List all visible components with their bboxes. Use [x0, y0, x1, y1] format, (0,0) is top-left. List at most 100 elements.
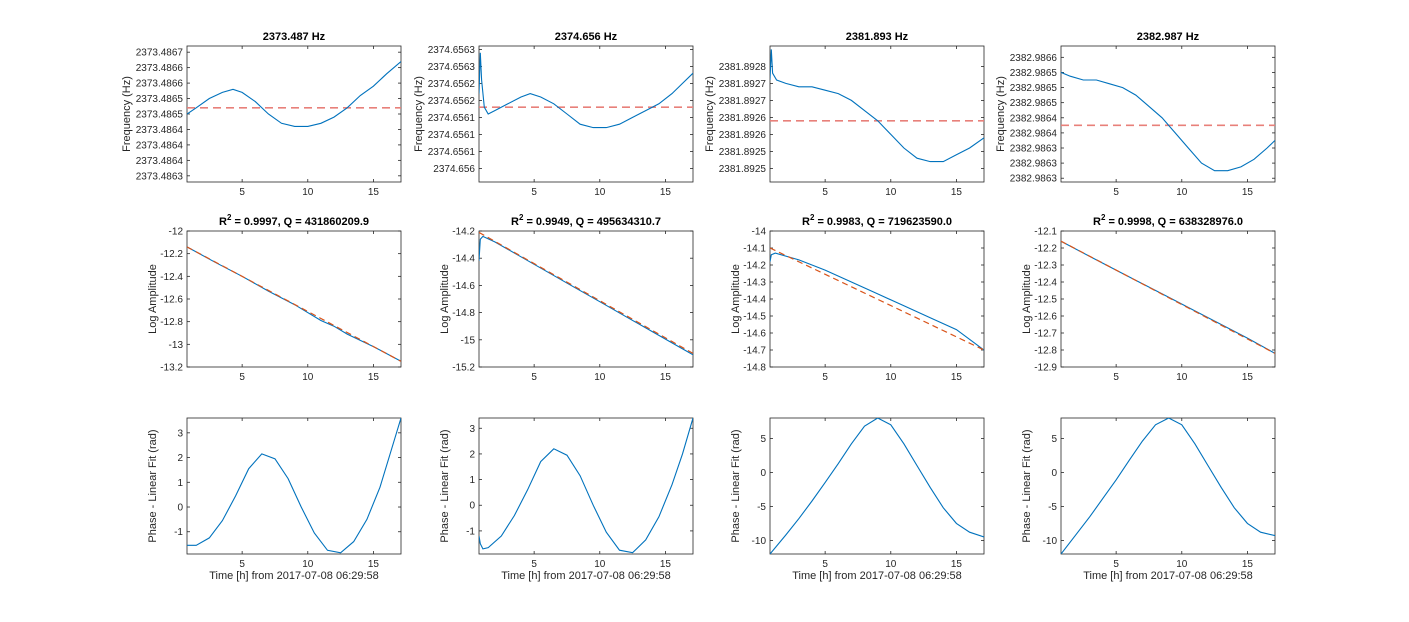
- axes-box: [1060, 417, 1276, 555]
- y-axis-label: Phase - Linear Fit (rad): [730, 429, 742, 542]
- axes-box: [186, 45, 402, 183]
- y-tick-label: -12.7: [1034, 329, 1057, 340]
- y-tick-label: -13: [169, 340, 184, 351]
- subplot-r1c1: 5 10 15 -14.2 -14.4 -14.6 -14.8 -15 -15.2 R2 = 0.…: [439, 213, 694, 383]
- data-line: [479, 52, 693, 129]
- y-tick-label: 2373.4864: [136, 156, 184, 167]
- y-tick-label: 2374.6563: [428, 62, 476, 73]
- x-tick-label: 15: [660, 187, 672, 198]
- y-tick-label: 0: [1051, 468, 1057, 479]
- y-tick-label: 5: [1051, 434, 1057, 445]
- y-tick-label: -14.8: [743, 363, 766, 374]
- y-tick-label: -10: [752, 536, 767, 547]
- y-tick-label: -12.6: [160, 295, 183, 306]
- title-sup: 2: [810, 213, 815, 222]
- y-tick-label: -14.4: [452, 254, 475, 265]
- title-r: R: [219, 216, 227, 228]
- x-tick-label: 5: [1113, 559, 1119, 570]
- y-tick-label: -12: [169, 227, 184, 238]
- x-tick-label: 15: [660, 372, 672, 383]
- y-tick-label: 2382.9865: [1010, 68, 1058, 79]
- x-tick-label: 5: [239, 187, 245, 198]
- y-tick-label: -13.2: [160, 363, 183, 374]
- x-tick-label: 5: [531, 187, 537, 198]
- title-sup: 2: [227, 213, 232, 222]
- subplot-title: R2 = 0.9949, Q = 495634310.7: [511, 213, 661, 228]
- title-rest: = 0.9949, Q = 495634310.7: [523, 216, 661, 228]
- y-tick-label: -14.3: [743, 278, 766, 289]
- subplot-r0c3: 5 10 15 2382.9863 2382.9863 2382.9863 2382.986…: [995, 31, 1276, 198]
- data-line: [479, 235, 693, 356]
- y-tick-label: -14: [752, 227, 767, 238]
- y-tick-label: -12.2: [160, 249, 183, 260]
- x-tick-label: 10: [302, 559, 314, 570]
- y-tick-label: -1: [174, 527, 183, 538]
- x-tick-label: 15: [368, 559, 380, 570]
- x-axis-label: Time [h] from 2017-07-08 06:29:58: [501, 570, 671, 582]
- x-tick-label: 5: [822, 559, 828, 570]
- y-tick-label: 2381.8928: [719, 62, 767, 73]
- x-tick-label: 15: [951, 372, 963, 383]
- y-tick-label: 2382.9864: [1010, 113, 1058, 124]
- subplot-title: R2 = 0.9983, Q = 719623590.0: [802, 213, 952, 228]
- y-tick-label: -12.2: [1034, 244, 1057, 255]
- y-tick-label: 2382.9863: [1010, 159, 1058, 170]
- title-sup: 2: [1101, 213, 1106, 222]
- y-tick-label: 2374.6561: [428, 147, 476, 158]
- data-line: [187, 61, 401, 127]
- y-axis-label: Log Amplitude: [147, 264, 159, 334]
- y-tick-label: 2381.8926: [719, 113, 767, 124]
- x-axis-label: Time [h] from 2017-07-08 06:29:58: [209, 570, 379, 582]
- y-tick-label: -1: [466, 526, 475, 537]
- y-tick-label: 2374.6561: [428, 130, 476, 141]
- y-tick-label: 2381.8925: [719, 164, 767, 175]
- x-tick-label: 5: [822, 187, 828, 198]
- y-tick-label: 2381.8925: [719, 147, 767, 158]
- x-tick-label: 5: [239, 559, 245, 570]
- y-tick-label: 1: [469, 475, 475, 486]
- data-line: [770, 49, 984, 163]
- y-tick-label: 2382.9866: [1010, 53, 1058, 64]
- x-tick-label: 15: [951, 187, 963, 198]
- y-axis-label: Phase - Linear Fit (rad): [147, 429, 159, 542]
- data-line: [770, 252, 984, 351]
- y-tick-label: 2373.4864: [136, 125, 184, 136]
- axes-box: [769, 230, 985, 368]
- y-tick-label: 0: [760, 468, 766, 479]
- y-tick-label: -12.8: [1034, 346, 1057, 357]
- y-tick-label: 2382.9863: [1010, 144, 1058, 155]
- y-axis-label: Frequency (Hz): [704, 76, 716, 152]
- y-tick-label: 2382.9864: [1010, 128, 1058, 139]
- y-tick-label: -14.1: [743, 244, 766, 255]
- y-tick-label: 0: [469, 501, 475, 512]
- subplot-r0c0: 5 10 15 2373.4863 2373.4864 2373.4864 2373.486…: [121, 31, 402, 198]
- fit-line: [479, 231, 693, 354]
- x-tick-label: 10: [885, 187, 897, 198]
- y-tick-label: -12.1: [1034, 227, 1057, 238]
- data-line: [1061, 71, 1275, 172]
- y-tick-label: 2382.9865: [1010, 83, 1058, 94]
- title-r: R: [802, 216, 810, 228]
- y-tick-label: 2381.8927: [719, 79, 767, 90]
- y-tick-label: 2374.6562: [428, 96, 476, 107]
- subplot-title: 2381.893 Hz: [846, 31, 909, 43]
- subplot-title: 2374.656 Hz: [555, 31, 618, 43]
- y-tick-label: 2373.4867: [136, 48, 184, 59]
- x-tick-label: 5: [531, 372, 537, 383]
- fit-line: [1061, 240, 1275, 354]
- x-tick-label: 15: [368, 187, 380, 198]
- data-line: [479, 418, 693, 554]
- y-tick-label: -12.4: [160, 272, 183, 283]
- y-axis-label: Phase - Linear Fit (rad): [439, 429, 451, 542]
- y-axis-label: Frequency (Hz): [121, 76, 133, 152]
- subplot-r1c0: 5 10 15 -12 -12.2 -12.4 -12.6 -12.8 -13 -13.2 R2 =…: [147, 213, 402, 383]
- y-tick-label: 2373.4865: [136, 110, 184, 121]
- y-tick-label: -12.6: [1034, 312, 1057, 323]
- y-tick-label: -12.5: [1034, 295, 1057, 306]
- subplot-r2c2: 5 10 15 -10 -5 0 5 Phase - Linear Fit (rad) Time…: [730, 417, 985, 582]
- y-tick-label: 2381.8927: [719, 96, 767, 107]
- axes-box: [1060, 45, 1276, 183]
- x-tick-label: 15: [1242, 187, 1254, 198]
- y-tick-label: 2374.656: [433, 164, 475, 175]
